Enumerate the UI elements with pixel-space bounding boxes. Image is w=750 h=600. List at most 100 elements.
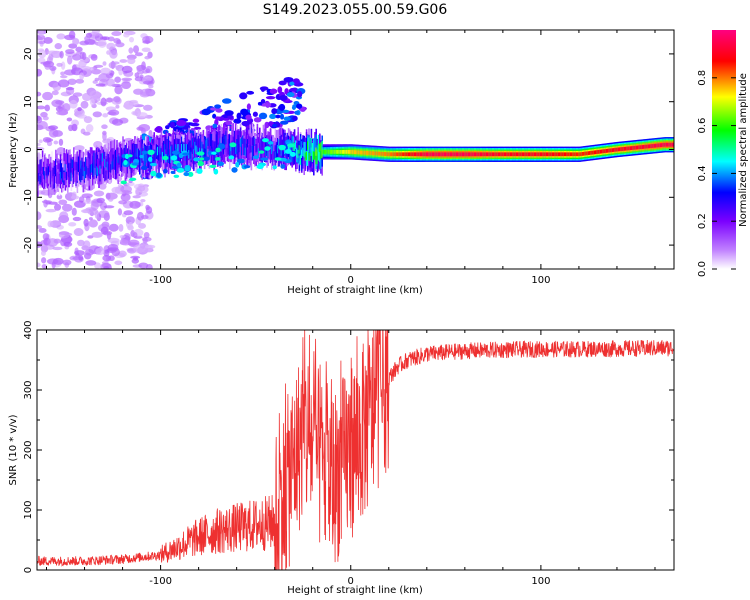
ridge-cell [567,152,569,157]
ridge-cell [377,151,380,156]
ridge-cell [283,129,285,157]
ridge-cell [635,145,638,150]
x-tick-label: -100 [149,275,172,286]
ridge-cell [473,152,476,157]
spectral-blob [121,65,133,74]
ridge-cell [478,152,481,157]
spectral-blob [41,200,53,204]
spectral-blob [121,81,132,90]
ridge-cell [245,143,248,158]
ridge-cell [340,149,343,154]
spectral-blob [83,116,93,124]
y-tick-label: -10 [23,189,34,205]
spectral-blob [128,221,133,230]
ridge-cell [615,147,617,152]
ridge-cell [589,151,591,155]
ridge-cell [436,152,439,157]
ridge-cell [313,139,315,154]
ridge-cell [586,151,589,156]
ridge-cell [655,143,657,148]
ridge-cell [127,149,129,158]
ridge-cell [242,140,244,155]
ridge-cell [584,151,586,156]
y-tick-label: 0 [23,567,34,573]
ridge-cell [284,145,286,155]
ridge-cell [392,152,394,157]
ridge-cell [529,152,531,157]
ridge-cell [155,148,158,157]
spectral-blob [85,124,94,133]
spectral-blob [52,246,63,251]
spectral-blob [40,250,46,256]
ridge-cell [327,149,329,154]
ridge-cell [86,158,88,174]
spectral-blob [62,259,72,266]
ridge-cell [422,152,424,157]
ridge-cell [345,149,347,154]
ridge-cell [298,145,301,154]
spectral-blob [148,130,153,137]
ridge-cell [135,143,137,159]
ridge-cell [665,142,668,147]
ridge-cell [430,152,433,157]
ridge-cell [311,142,314,152]
y-tick-label: 10 [23,95,34,108]
ridge-cell [527,152,530,157]
ridge-cell [121,158,123,168]
spectral-blob [147,156,153,162]
spectral-blob [37,121,48,130]
spectral-blob [67,55,73,65]
spectral-blob [212,123,218,129]
spectral-blob [272,123,278,128]
spectral-blob [72,64,77,72]
ridge-cell [131,153,134,162]
ridge-cell [231,129,233,151]
ridge-cell [190,132,193,154]
ridge-cell [136,148,139,157]
ridge-cell [177,146,179,167]
spectral-blob [284,149,292,154]
ridge-cell [117,158,119,174]
spectral-blob [45,138,54,142]
spectral-blob [75,46,83,53]
spectral-blob [53,203,62,211]
spectral-blob [101,124,108,130]
ridge-cell [209,133,212,149]
ridge-cell [545,152,548,157]
spectral-blob [114,76,122,83]
ridge-cell [507,152,509,157]
spectral-blob [126,181,135,187]
ridge-cell [401,152,404,157]
ridge-cell [571,152,573,157]
spectral-blob [258,112,268,120]
spectral-blob [99,183,107,190]
ridge-cell [217,131,219,153]
spectral-blob [71,207,77,216]
ridge-cell [121,147,123,163]
spectral-blob [239,92,248,100]
spectral-blob [269,113,277,120]
ridge-cell [56,164,58,174]
ridge-cell [533,152,536,157]
ridge-cell [518,152,520,157]
ridge-cell [305,138,308,160]
ridge-cell [91,164,93,173]
ridge-cell [67,159,69,175]
ridge-cell [155,149,158,171]
ridge-cell [75,161,77,171]
ridge-cell [470,152,472,157]
spectral-blob [235,161,240,168]
spectral-blob [38,30,44,37]
spectral-blob [111,118,124,126]
spectral-blob [138,262,149,269]
ridge-cell [668,142,670,147]
ridge-cell [316,151,319,161]
ridge-cell [367,150,369,155]
ridge-cell [344,149,346,154]
ridge-cell [574,152,577,157]
spectral-blob [38,49,47,59]
ridge-cell [352,150,355,154]
ridge-cell [104,151,106,167]
spectral-blob [83,218,89,227]
